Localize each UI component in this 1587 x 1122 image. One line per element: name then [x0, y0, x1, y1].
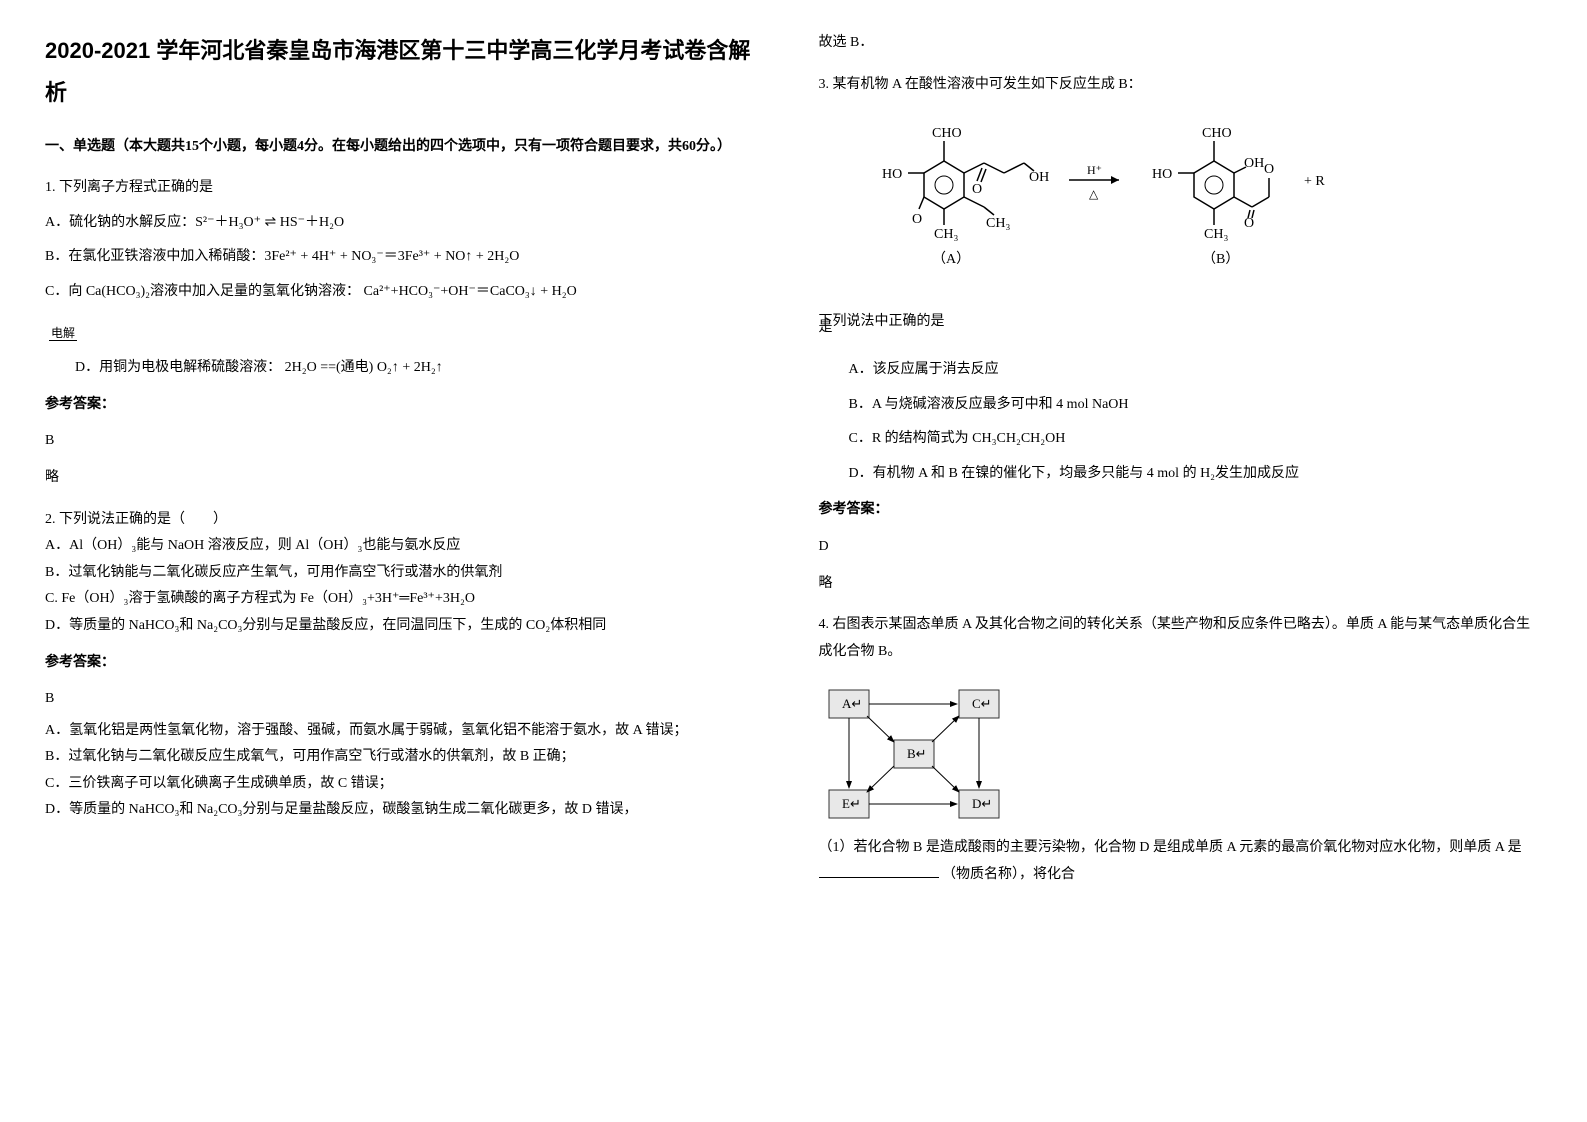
q4-blank [819, 864, 939, 878]
q4-sub1: （1）若化合物 B 是造成酸雨的主要污染物，化合物 D 是组成单质 A 元素的最… [819, 835, 1543, 888]
svg-text:E↵: E↵ [842, 796, 861, 811]
q2-exp-d: D．等质量的 NaHCO₃和 Na₂CO₃分别与足量盐酸反应，碳酸氢钠生成二氧化… [45, 797, 769, 824]
q3-explanation: 略 [819, 571, 1543, 598]
q2-stem: 2. 下列说法正确的是（ ） [45, 507, 769, 534]
q1-answer: B [45, 428, 769, 455]
q3-option-c: C．R 的结构简式为 CH₃CH₂CH₂OH [849, 426, 1543, 453]
q4-sub1-text: （1）若化合物 B 是造成酸雨的主要污染物，化合物 D 是组成单质 A 元素的最… [819, 840, 1522, 855]
electrolysis-text: 电解 [49, 326, 77, 341]
q3-diagram-note: 下列说法中正确的是 [819, 314, 945, 329]
q2-option-c: C. Fe（OH）₃溶于氢碘酸的离子方程式为 Fe（OH）₃+3H⁺═Fe³⁺+… [45, 586, 769, 613]
svg-text:O: O [1244, 216, 1254, 231]
svg-text:B↵: B↵ [907, 746, 927, 761]
svg-text:O: O [1264, 162, 1274, 177]
reaction-cond-bottom: △ [1089, 187, 1099, 201]
q2-exp-a: A．氢氧化铝是两性氢氧化物，溶于强酸、强碱，而氨水属于弱碱，氢氧化铝不能溶于氨水… [45, 718, 769, 745]
svg-text:O: O [972, 182, 982, 197]
q2-option-b: B．过氧化钠能与二氧化碳反应产生氧气，可用作高空飞行或潜水的供氧剂 [45, 560, 769, 587]
q4-sub1-end: （物质名称），将化合 [942, 867, 1075, 882]
q2-option-a: A．Al（OH）₃能与 NaOH 溶液反应，则 Al（OH）₃也能与氨水反应 [45, 533, 769, 560]
svg-text:HO: HO [1152, 167, 1172, 182]
q1-answer-label: 参考答案： [45, 392, 769, 419]
svg-text:CHO: CHO [932, 126, 962, 141]
q2-option-d: D．等质量的 NaHCO₃和 Na₂CO₃分别与足量盐酸反应，在同温同压下，生成… [45, 613, 769, 640]
svg-text:CH₃: CH₃ [986, 216, 1010, 231]
page-title: 2020-2021 学年河北省秦皇岛市海港区第十三中学高三化学月考试卷含解析 [45, 30, 769, 114]
q4-network-diagram: A↵ C↵ B↵ E↵ D↵ [819, 680, 1019, 820]
left-column: 2020-2021 学年河北省秦皇岛市海港区第十三中学高三化学月考试卷含解析 一… [20, 30, 794, 889]
svg-text:CH₃: CH₃ [1204, 227, 1228, 242]
q2-exp-b: B．过氧化钠与二氧化碳反应生成氧气，可用作高空飞行或潜水的供氧剂，故 B 正确； [45, 744, 769, 771]
q2-conclusion: 故选 B． [819, 30, 1543, 57]
q1-explanation: 略 [45, 465, 769, 492]
q3-reaction-diagram: HO CHO CH₃ O CH₃ OH [839, 113, 1543, 294]
svg-text:C↵: C↵ [972, 696, 992, 711]
right-column: 故选 B． 3. 某有机物 A 在酸性溶液中可发生如下反应生成 B： HO CH… [794, 30, 1568, 889]
q3-stem: 3. 某有机物 A 在酸性溶液中可发生如下反应生成 B： [819, 72, 1543, 99]
mol-b-label: （B） [1202, 251, 1239, 267]
chemical-structure-svg: HO CHO CH₃ O CH₃ OH [839, 113, 1359, 283]
q3-option-d: D．有机物 A 和 B 在镍的催化下，均最多只能与 4 mol 的 H₂发生加成… [849, 461, 1543, 488]
q1-stem: 1. 下列离子方程式正确的是 [45, 175, 769, 202]
q4-stem: 4. 右图表示某固态单质 A 及其化合物之间的转化关系（某些产物和反应条件已略去… [819, 612, 1543, 665]
svg-text:A↵: A↵ [842, 696, 862, 711]
q3-option-b: B．A 与烧碱溶液反应最多可中和 4 mol NaOH [849, 392, 1543, 419]
svg-text:OH: OH [1029, 170, 1049, 185]
svg-text:HO: HO [882, 167, 902, 182]
q2-answer: B [45, 686, 769, 713]
plus-r-text: + R [1304, 174, 1325, 189]
svg-text:CHO: CHO [1202, 126, 1232, 141]
svg-text:D↵: D↵ [972, 796, 992, 811]
q3-answer: D [819, 534, 1543, 561]
q1-option-a: A．硫化钠的水解反应：S²⁻＋H₃O⁺ ⇌ HS⁻＋H₂O [45, 210, 769, 237]
q1-electrolysis-label: 电解 [45, 321, 769, 348]
q3-answer-label: 参考答案： [819, 497, 1543, 524]
q1-option-b: B．在氯化亚铁溶液中加入稀硝酸：3Fe²⁺ + 4H⁺ + NO₃⁻＝3Fe³⁺… [45, 244, 769, 271]
q3-option-a: A．该反应属于消去反应 [849, 357, 1543, 384]
section-heading: 一、单选题（本大题共15个小题，每小题4分。在每小题给出的四个选项中，只有一项符… [45, 134, 769, 161]
q2-answer-label: 参考答案： [45, 650, 769, 677]
svg-text:O: O [912, 212, 922, 227]
network-svg: A↵ C↵ B↵ E↵ D↵ [819, 680, 1029, 830]
mol-a-label: （A） [932, 251, 970, 267]
svg-text:OH: OH [1244, 156, 1264, 171]
q1-option-d: D．用铜为电极电解稀硫酸溶液： 2H₂O ==(通电) O₂↑ + 2H₂↑ [75, 355, 769, 382]
svg-text:CH₃: CH₃ [934, 227, 958, 242]
q1-option-c: C．向 Ca(HCO₃)₂溶液中加入足量的氢氧化钠溶液： Ca²⁺+HCO₃⁻+… [45, 279, 769, 306]
reaction-cond-top: H⁺ [1087, 163, 1102, 177]
q2-exp-c: C．三价铁离子可以氧化碘离子生成碘单质，故 C 错误； [45, 771, 769, 798]
